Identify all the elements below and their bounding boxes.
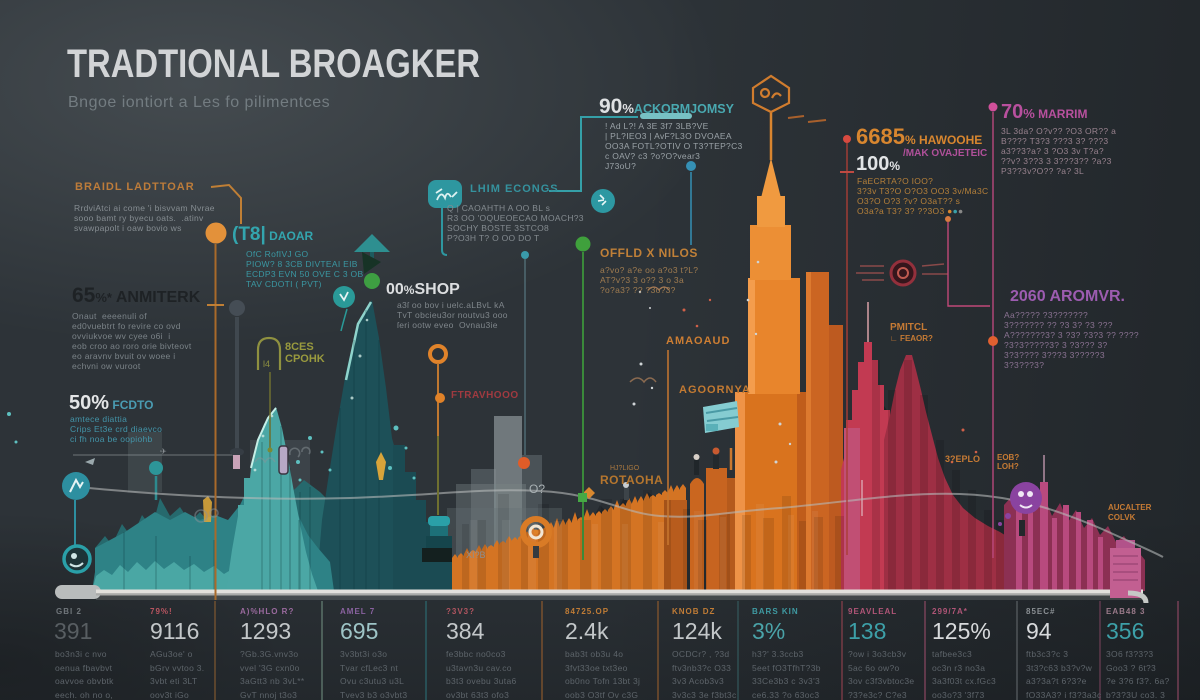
svg-text:l4: l4 — [263, 359, 270, 369]
